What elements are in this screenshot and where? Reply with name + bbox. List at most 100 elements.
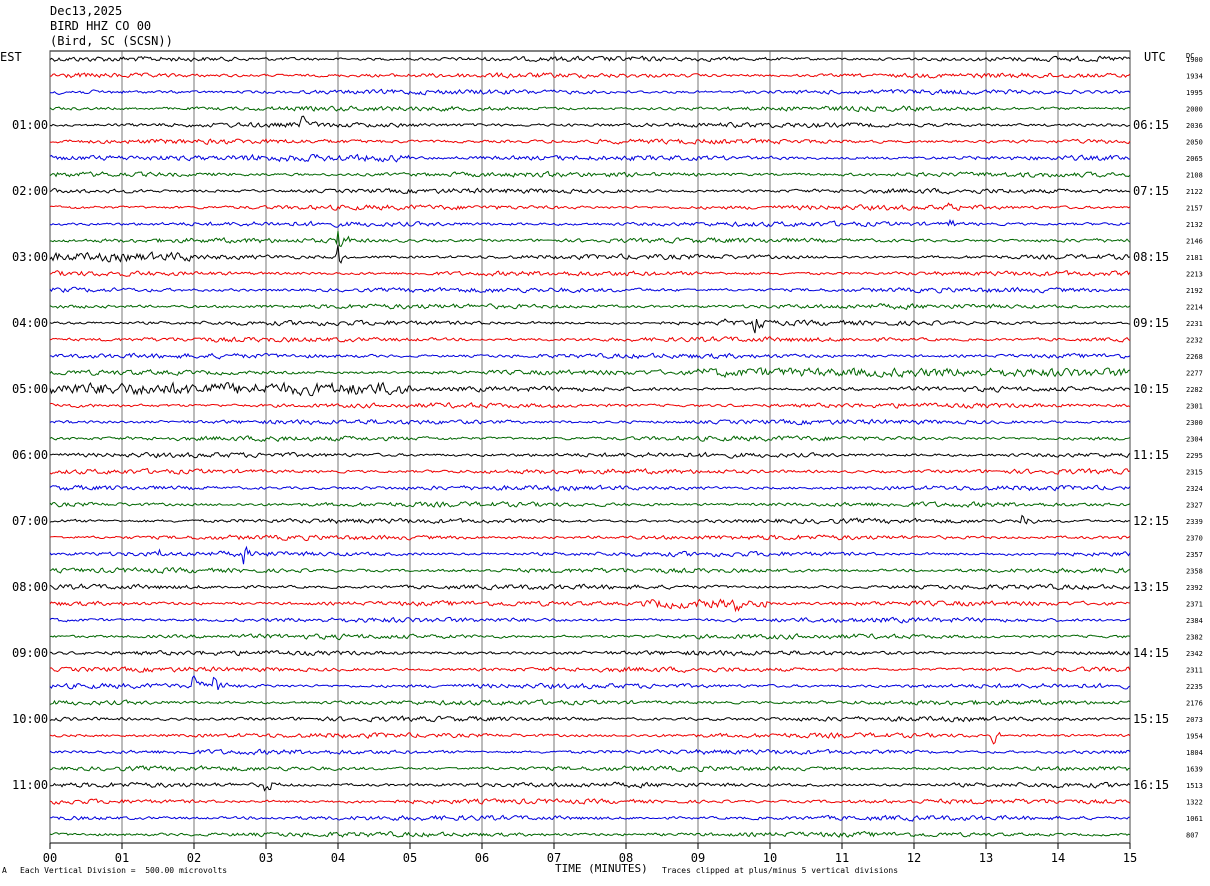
x-axis-title: TIME (MINUTES) (555, 862, 648, 875)
x-tick-label: 14 (1051, 851, 1065, 865)
trace-line (49, 244, 1131, 264)
dc-value-label: 1322 (1186, 799, 1203, 807)
est-axis-title: EST (0, 50, 22, 64)
trace-line (49, 381, 1131, 397)
trace-line (49, 583, 1131, 591)
dc-value-label: 2146 (1186, 238, 1203, 246)
x-tick-label: 02 (187, 851, 201, 865)
trace-line (49, 115, 1131, 129)
dc-value-label: 1639 (1186, 766, 1203, 774)
est-time-label: 07:00 (12, 514, 48, 528)
dc-value-label: 2339 (1186, 518, 1203, 526)
trace-line (49, 649, 1131, 657)
footer-scale-note: Each Vertical Division = 500.00 microvol… (20, 866, 228, 875)
trace-line (49, 616, 1131, 624)
trace-line (49, 153, 1131, 163)
dc-value-label: 2192 (1186, 287, 1203, 295)
x-tick-label: 15 (1123, 851, 1137, 865)
plot-frame (49, 50, 1131, 844)
trace-line (49, 501, 1131, 508)
dc-value-label: 2342 (1186, 650, 1203, 658)
dc-value-label: 2301 (1186, 403, 1203, 411)
dc-value-label: 2232 (1186, 337, 1203, 345)
utc-time-label: 07:15 (1133, 184, 1169, 198)
x-tick-label: 05 (403, 851, 417, 865)
est-time-label: 08:00 (12, 580, 48, 594)
trace-line (49, 318, 1131, 334)
trace-line (49, 286, 1130, 294)
dc-value-label: 2181 (1186, 254, 1203, 262)
trace-line (49, 666, 1131, 673)
est-time-label: 01:00 (12, 118, 48, 132)
dc-value-label: 2050 (1186, 139, 1203, 147)
dc-header: DC (1186, 52, 1194, 60)
x-tick-label: 03 (259, 851, 273, 865)
dc-value-label: 2132 (1186, 221, 1203, 229)
trace-line (49, 534, 1131, 542)
utc-time-label: 08:15 (1133, 250, 1169, 264)
grid-layer (49, 50, 1131, 849)
utc-time-label: 12:15 (1133, 514, 1169, 528)
dc-value-label: 2384 (1186, 617, 1203, 625)
trace-line (49, 270, 1131, 277)
x-tick-label: 08 (619, 851, 633, 865)
trace-line (49, 218, 1131, 228)
x-tick-label: 12 (907, 851, 921, 865)
trace-line (49, 484, 1131, 492)
dc-value-label: 2327 (1186, 502, 1203, 510)
trace-line (49, 748, 1131, 756)
trace-line (49, 814, 1131, 822)
x-tick-label: 00 (43, 851, 57, 865)
trace-line (49, 418, 1131, 426)
trace-line (49, 202, 1131, 211)
dc-value-label: 2000 (1186, 106, 1203, 114)
dc-value-label: 2358 (1186, 568, 1203, 576)
trace-line (49, 55, 1131, 63)
utc-axis-title: UTC (1144, 50, 1166, 64)
dc-value-label: 2065 (1186, 155, 1203, 163)
footer-mark: A (2, 866, 7, 875)
x-tick-label: 11 (835, 851, 849, 865)
est-time-label: 02:00 (12, 184, 48, 198)
est-time-label: 04:00 (12, 316, 48, 330)
trace-line (49, 699, 1131, 706)
dc-value-label: 2282 (1186, 386, 1203, 394)
dc-value-label: 2311 (1186, 667, 1203, 675)
dc-value-label: 1954 (1186, 733, 1203, 741)
utc-time-label: 15:15 (1133, 712, 1169, 726)
x-tick-label: 13 (979, 851, 993, 865)
trace-line (49, 731, 1131, 745)
dc-value-label: 2073 (1186, 716, 1203, 724)
utc-time-label: 06:15 (1133, 118, 1169, 132)
x-tick-label: 10 (763, 851, 777, 865)
x-tick-label: 07 (547, 851, 561, 865)
utc-time-label: 10:15 (1133, 382, 1169, 396)
trace-line (49, 798, 1131, 805)
dc-value-label: 2213 (1186, 271, 1203, 279)
dc-value-label: 2304 (1186, 436, 1203, 444)
dc-value-label: 2370 (1186, 535, 1203, 543)
utc-time-label: 11:15 (1133, 448, 1169, 462)
trace-line (49, 71, 1131, 79)
est-time-label: 05:00 (12, 382, 48, 396)
dc-value-label: 2122 (1186, 188, 1203, 196)
utc-time-label: 13:15 (1133, 580, 1169, 594)
trace-line (49, 598, 1131, 613)
dc-value-label: 2295 (1186, 452, 1203, 460)
trace-line (50, 451, 1131, 459)
trace-line (49, 367, 1131, 379)
dc-value-label: 2108 (1186, 172, 1203, 180)
x-tick-label: 01 (115, 851, 129, 865)
dc-value-label: 2157 (1186, 205, 1203, 213)
dc-value-label: 2231 (1186, 320, 1203, 328)
est-time-label: 03:00 (12, 250, 48, 264)
trace-line (49, 105, 1131, 113)
trace-line (49, 303, 1131, 311)
dc-value-label: 2176 (1186, 700, 1203, 708)
trace-line (49, 830, 1131, 838)
dc-value-label: 1513 (1186, 782, 1203, 790)
trace-line (49, 88, 1131, 96)
trace-line (49, 435, 1131, 443)
